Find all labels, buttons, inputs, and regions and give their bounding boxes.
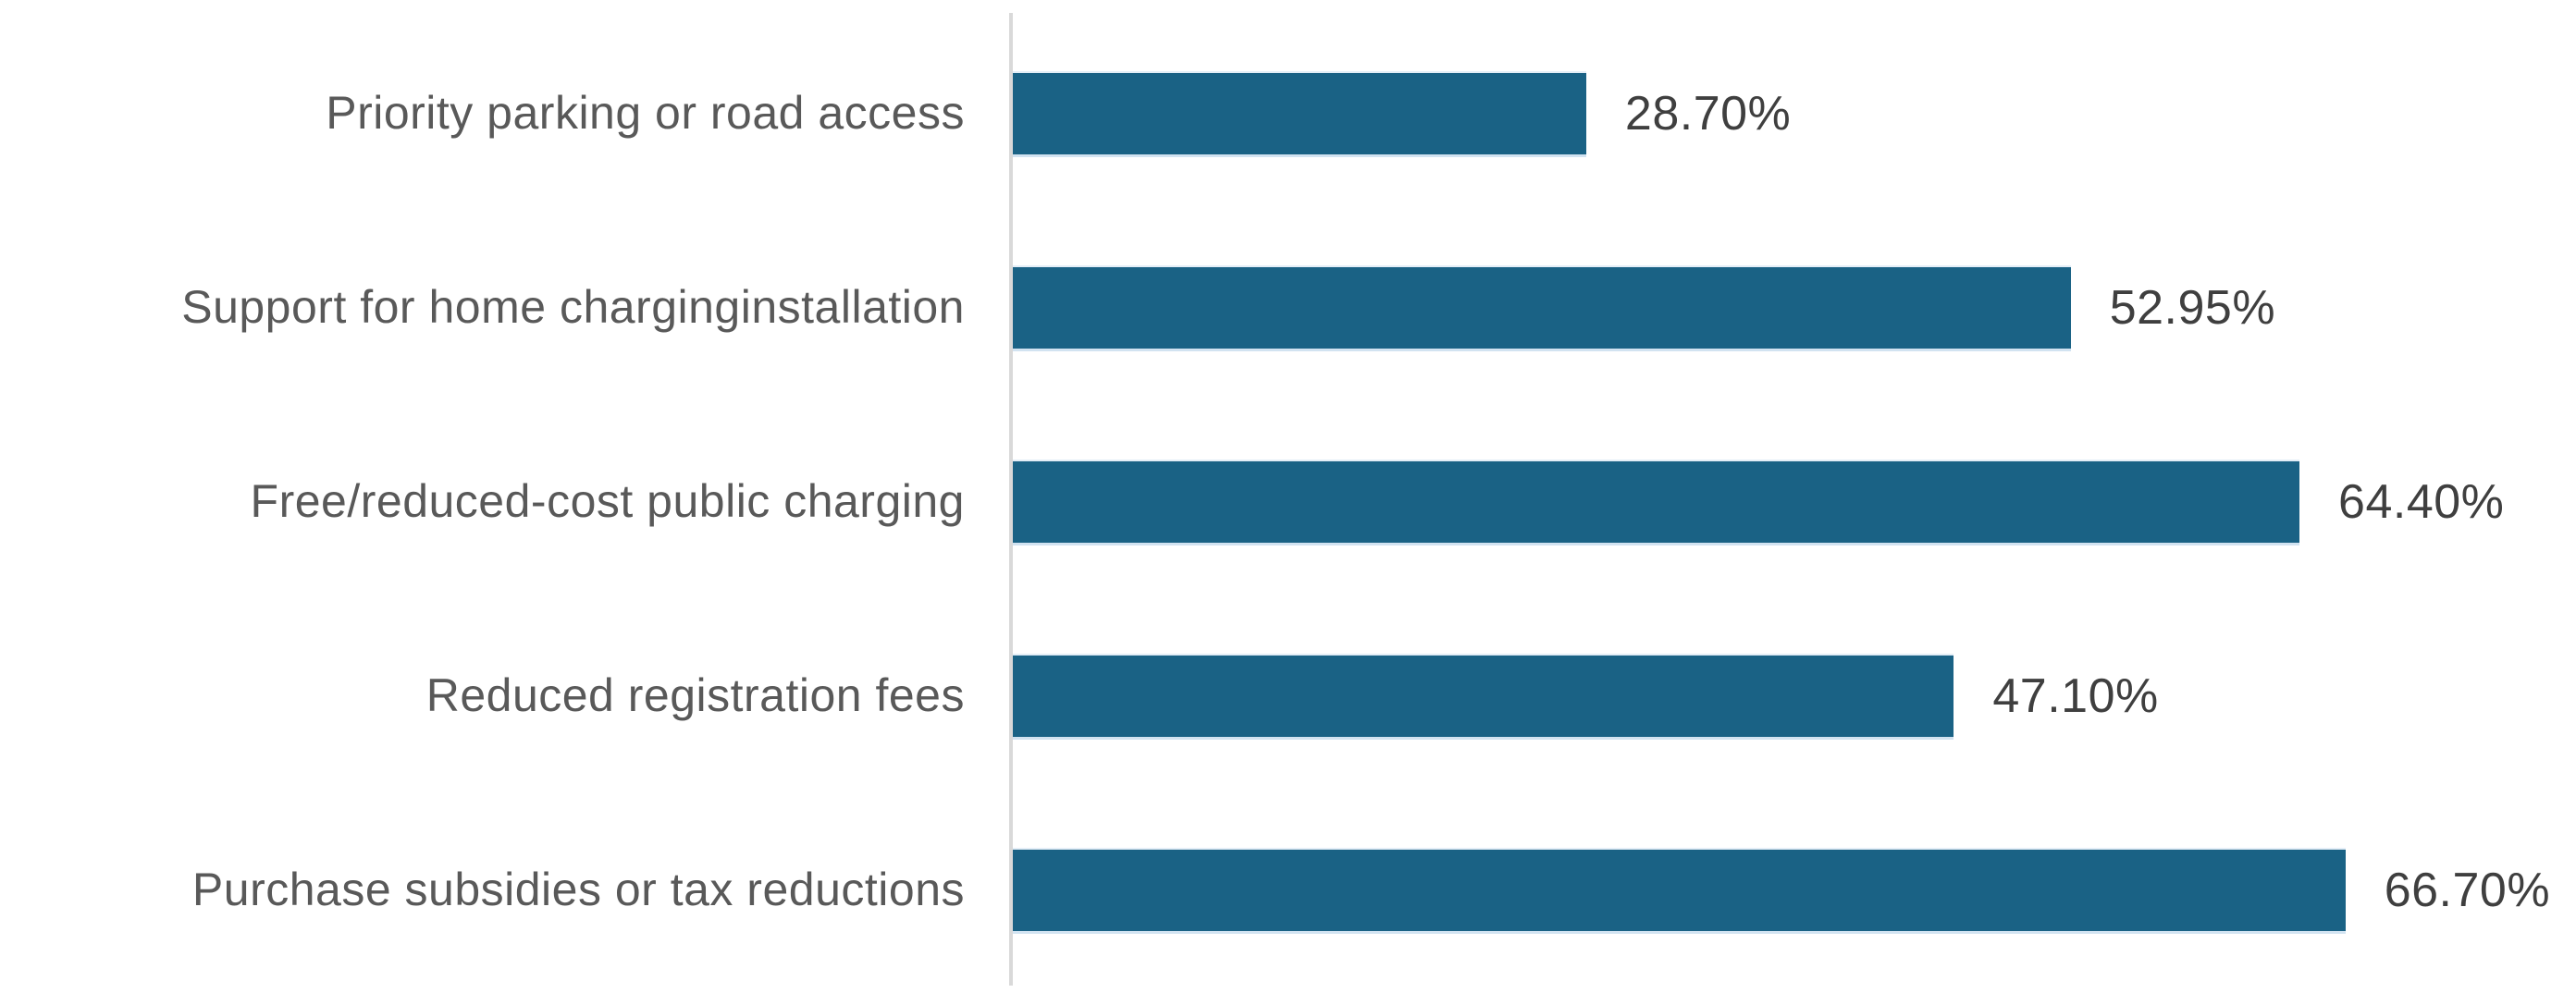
category-label: Reduced registration fees xyxy=(425,669,965,722)
bar-row: Reduced registration fees 47.10% xyxy=(0,599,2576,793)
bar xyxy=(1013,656,1954,737)
category-label: Priority parking or road access xyxy=(326,87,965,140)
value-label: 28.70% xyxy=(1624,87,1792,141)
bar xyxy=(1013,850,2346,931)
value-label: 47.10% xyxy=(1992,669,2159,723)
bar-row: Support for home charginginstallation 52… xyxy=(0,211,2576,405)
category-label: Purchase subsidies or tax reductions xyxy=(191,864,965,916)
value-label: 52.95% xyxy=(2109,281,2276,335)
plot-area: 66.70% xyxy=(1013,793,2550,987)
plot-area: 64.40% xyxy=(1013,405,2504,599)
value-label: 66.70% xyxy=(2384,864,2551,917)
category-axis-line xyxy=(1009,13,1013,986)
bar-rows: Priority parking or road access 28.70% S… xyxy=(0,17,2576,987)
bar xyxy=(1013,461,2300,543)
value-label: 64.40% xyxy=(2338,475,2505,529)
category-label: Support for home charginginstallation xyxy=(181,281,965,334)
plot-area: 28.70% xyxy=(1013,17,2411,211)
bar-row: Free/reduced-cost public charging 64.40% xyxy=(0,405,2576,599)
plot-area: 52.95% xyxy=(1013,211,2411,405)
plot-area: 47.10% xyxy=(1013,599,2411,793)
bar-row: Purchase subsidies or tax reductions 66.… xyxy=(0,793,2576,987)
bar xyxy=(1013,73,1586,154)
bar xyxy=(1013,267,2071,349)
bar-row: Priority parking or road access 28.70% xyxy=(0,17,2576,211)
category-label: Free/reduced-cost public charging xyxy=(250,475,965,528)
